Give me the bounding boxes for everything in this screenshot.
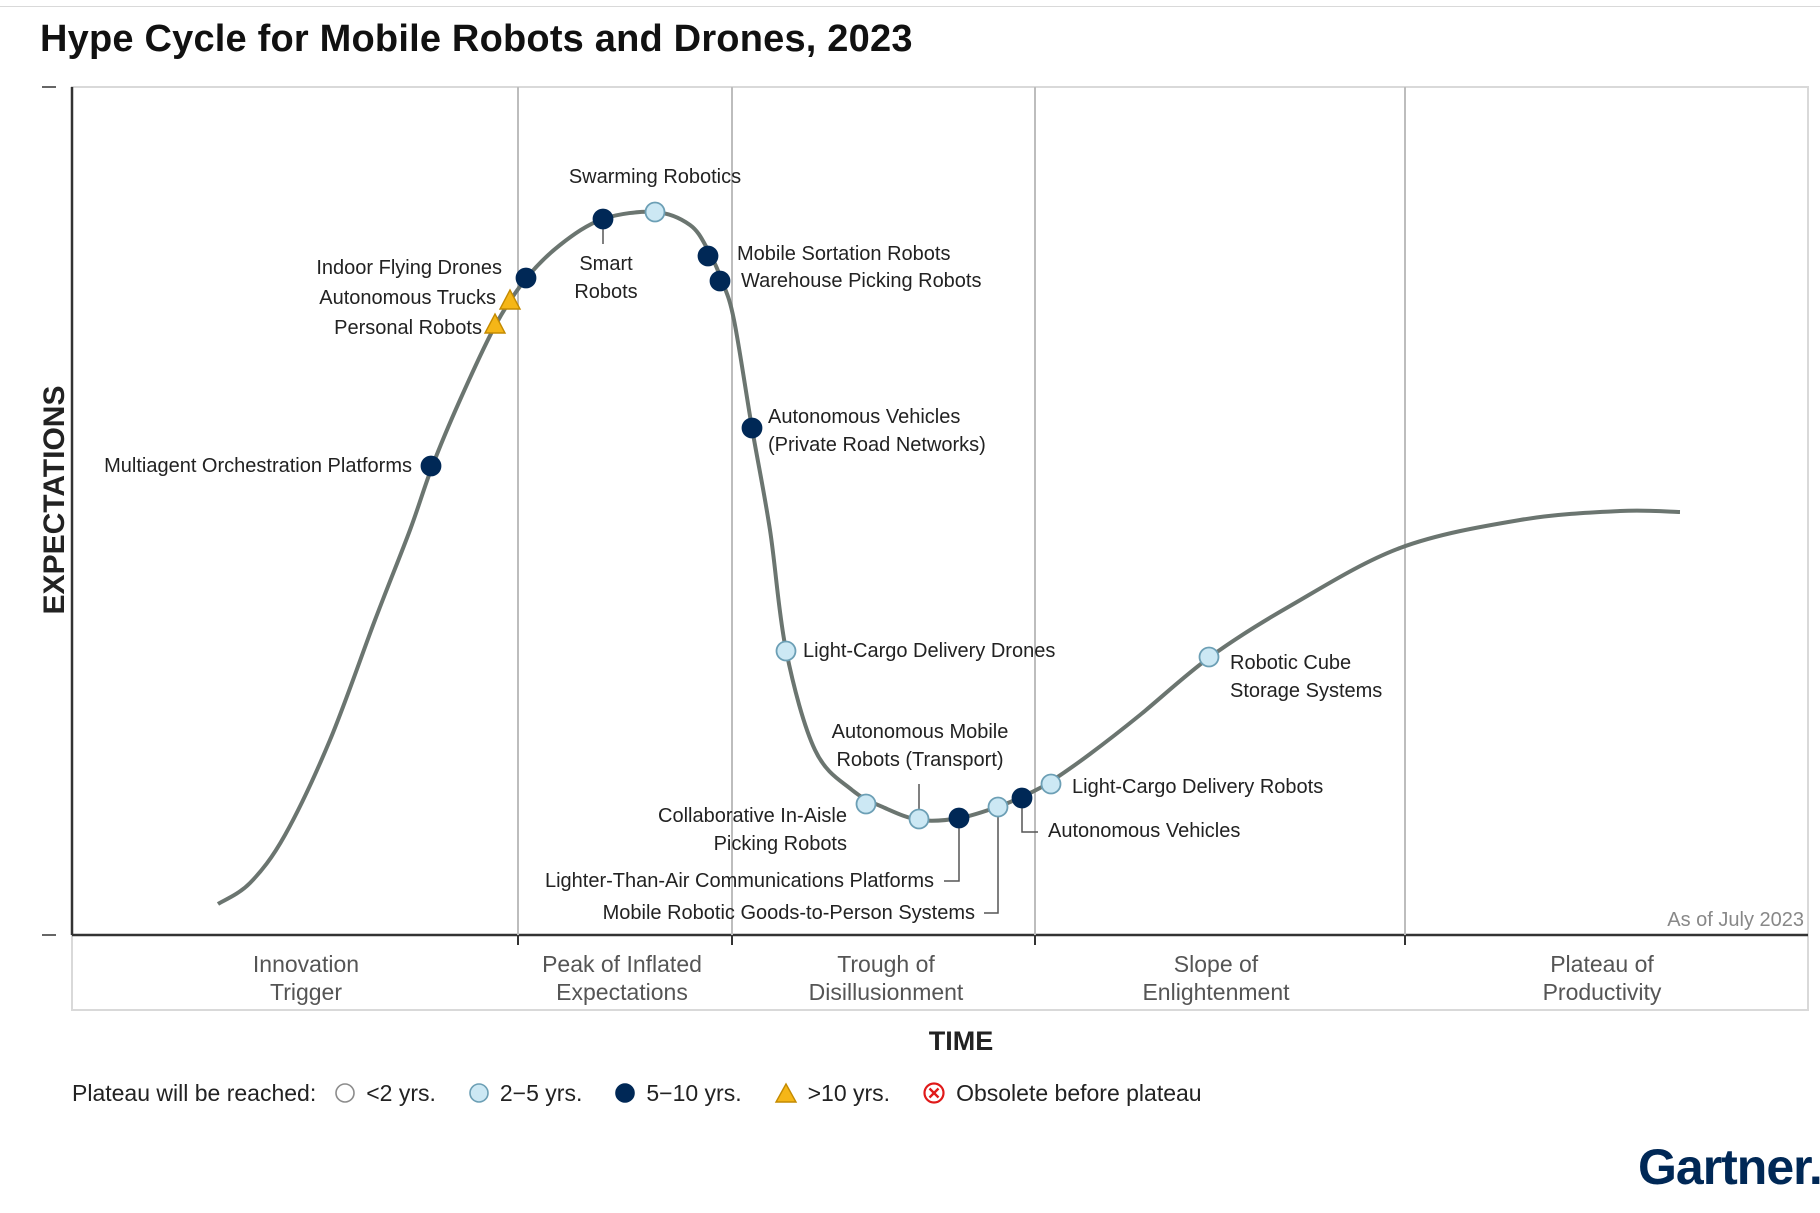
- gartner-logo: Gartner.: [1638, 1139, 1820, 1195]
- legend-item-2-5: 2−5 yrs.: [468, 1080, 582, 1107]
- tech-marker: [592, 208, 614, 230]
- as-of-note: As of July 2023: [1667, 909, 1804, 931]
- phase-label: Plateau of Productivity: [1543, 951, 1662, 1005]
- tech-label: Robotic Cube Storage Systems: [1230, 652, 1382, 702]
- legend-label: Obsolete before plateau: [956, 1079, 1202, 1106]
- tech-label: Collaborative In-Aisle Picking Robots: [658, 805, 847, 855]
- tech-marker: [987, 796, 1009, 818]
- hype-cycle-chart: Innovation Trigger Peak of Inflated Expecta…: [38, 86, 1809, 1056]
- tech-marker: [1011, 787, 1033, 809]
- tech-marker: [697, 245, 719, 267]
- tech-label: Personal Robots: [334, 317, 482, 339]
- legend: Plateau will be reached: <2 yrs. 2−5 yrs…: [72, 1076, 1234, 1110]
- tech-label: Mobile Sortation Robots: [737, 243, 950, 265]
- tech-marker: [1198, 646, 1220, 668]
- legend-item-obsolete: Obsolete before plateau: [922, 1080, 1202, 1107]
- tech-marker: [709, 270, 731, 292]
- hollow-circle-icon: [335, 1083, 356, 1103]
- tech-label: Indoor Flying Drones: [316, 257, 502, 279]
- tech-label: Mobile Robotic Goods-to-Person Systems: [603, 902, 975, 924]
- legend-item-5-10: 5−10 yrs.: [614, 1079, 742, 1107]
- legend-title: Plateau will be reached:: [72, 1079, 317, 1106]
- tech-label: Light-Cargo Delivery Drones: [803, 640, 1055, 662]
- tech-label: Lighter-Than-Air Communications Platform…: [545, 870, 934, 892]
- tech-label: Multiagent Orchestration Platforms: [104, 455, 412, 477]
- tech-marker: [498, 288, 522, 310]
- tech-marker: [420, 455, 442, 477]
- light-circle-icon: [469, 1083, 489, 1103]
- phase-label: Slope of Enlightenment: [1142, 951, 1290, 1005]
- phase-label: Innovation Trigger: [253, 951, 359, 1005]
- phase-labels: Innovation Trigger Peak of Inflated Expecta…: [253, 951, 1662, 1005]
- legend-item-lt2: <2 yrs.: [334, 1080, 436, 1107]
- tech-marker: [948, 807, 970, 829]
- tech-marker: [775, 640, 797, 662]
- chart-title: Hype Cycle for Mobile Robots and Drones,…: [40, 18, 913, 60]
- technology-labels: Multiagent Orchestration Platforms Person…: [104, 166, 1382, 924]
- phase-label: Trough of Disillusionment: [809, 951, 964, 1005]
- tech-label: Autonomous Mobile Robots (Transport): [832, 721, 1009, 771]
- tech-label: Smart Robots: [574, 253, 637, 303]
- tech-label: Autonomous Vehicles (Private Road Network…: [768, 406, 986, 456]
- x-axis-label: TIME: [929, 1026, 994, 1056]
- technology-markers: [420, 201, 1220, 830]
- tech-marker: [644, 201, 666, 223]
- hype-curve: [216, 209, 1681, 906]
- tech-label: Swarming Robotics: [569, 166, 741, 188]
- legend-label: >10 yrs.: [807, 1079, 891, 1106]
- tech-marker: [515, 267, 537, 289]
- tech-label: Autonomous Trucks: [319, 287, 496, 309]
- phase-label: Peak of Inflated Expectations: [542, 951, 702, 1005]
- plot-border: [71, 86, 1809, 1011]
- leader-line: [984, 807, 999, 914]
- tech-marker: [908, 808, 930, 830]
- dark-circle-icon: [615, 1083, 636, 1103]
- legend-item-gt10: >10 yrs.: [774, 1080, 890, 1107]
- leader-line: [1021, 798, 1038, 833]
- tech-label: Autonomous Vehicles: [1048, 820, 1240, 842]
- y-axis-label: EXPECTATIONS: [38, 386, 71, 615]
- chart-frame: [42, 86, 1809, 1011]
- tech-marker: [1040, 773, 1062, 795]
- legend-label: 5−10 yrs.: [646, 1079, 742, 1106]
- obsolete-x-icon: [923, 1082, 945, 1104]
- leader-line: [944, 818, 960, 882]
- tech-label: Warehouse Picking Robots: [741, 270, 982, 292]
- triangle-icon: [774, 1082, 797, 1103]
- tech-label: Light-Cargo Delivery Robots: [1072, 776, 1323, 798]
- tech-marker: [483, 312, 507, 334]
- tech-marker: [855, 793, 877, 815]
- legend-label: 2−5 yrs.: [499, 1079, 583, 1106]
- tech-marker: [741, 417, 763, 439]
- top-rule: [0, 6, 1820, 7]
- legend-label: <2 yrs.: [366, 1079, 436, 1106]
- leader-lines: [602, 219, 1038, 914]
